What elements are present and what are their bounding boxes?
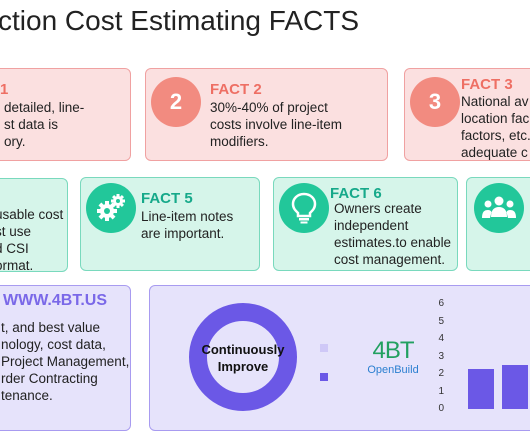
fact-2-number: 2 — [151, 77, 201, 127]
bar-chart: 0 1 2 3 4 5 6 — [430, 296, 530, 421]
y-tick-label: 2 — [438, 368, 444, 379]
fact-3-number: 3 — [410, 77, 460, 127]
logo-sub: OpenBuild — [367, 364, 419, 376]
fact-5-title: FACT 5 — [141, 190, 193, 207]
y-tick-label: 4 — [438, 333, 444, 344]
fact-1-text: detailed, line- st data is ory. — [4, 100, 85, 149]
fact-card-1: 1 detailed, line- st data is ory. — [0, 68, 131, 161]
website-url[interactable]: WWW.4BT.US — [3, 292, 107, 309]
fact-card-3: 3 FACT 3 National av location fac factor… — [404, 68, 530, 161]
people-icon — [474, 183, 524, 233]
lightbulb-icon — [279, 183, 329, 233]
website-panel: WWW.4BT.US t, and best value nology, cos… — [0, 285, 131, 431]
page-title: ction Cost Estimating FACTS — [0, 5, 360, 36]
y-tick-label: 5 — [438, 315, 444, 327]
chart-panel: Continuously Improve 4BT OpenBuild 0 1 2 3 4… — [149, 285, 530, 431]
fact-6-text: Owners create independent estimates.to e… — [334, 201, 452, 267]
legend-square-light — [320, 344, 328, 352]
website-text: t, and best value nology, cost data, Pro… — [1, 320, 130, 403]
donut-label: Continuously Improve — [201, 342, 285, 374]
fact-6-title: FACT 6 — [330, 185, 382, 202]
fact-5-text: Line-item notes are important. — [141, 209, 234, 241]
donut-ring — [189, 303, 297, 411]
y-tick-label: 0 — [438, 403, 444, 414]
fact-card-7 — [466, 177, 530, 271]
gears-icon — [86, 183, 136, 233]
fact-3-title: FACT 3 — [461, 76, 513, 93]
fact-3-text: National av location fac factors, etc. a… — [461, 94, 530, 160]
y-tick-label: 6 — [438, 298, 444, 309]
fact-card-2: 2 FACT 2 30%-40% of project costs involv… — [145, 68, 388, 161]
fact-1-title: 1 — [0, 81, 9, 98]
fact-2-title: FACT 2 — [210, 81, 262, 98]
bar — [502, 365, 528, 409]
logo-4bt: 4BT OpenBuild — [363, 337, 423, 377]
fact-card-6: FACT 6 Owners create independent estimat… — [273, 177, 458, 271]
y-tick-label: 1 — [438, 385, 444, 397]
fact-4-text: usable cost st use d CSI ormat. — [0, 207, 64, 272]
y-tick-label: 3 — [438, 350, 444, 362]
logo-text: 4BT — [372, 337, 414, 364]
legend-square-dark — [320, 373, 328, 381]
bar — [468, 368, 494, 409]
fact-card-5: FACT 5 Line-item notes are important. — [80, 177, 260, 271]
fact-2-text: 30%-40% of project costs involve line-it… — [210, 100, 343, 149]
fact-card-4: usable cost st use d CSI ormat. — [0, 178, 68, 272]
